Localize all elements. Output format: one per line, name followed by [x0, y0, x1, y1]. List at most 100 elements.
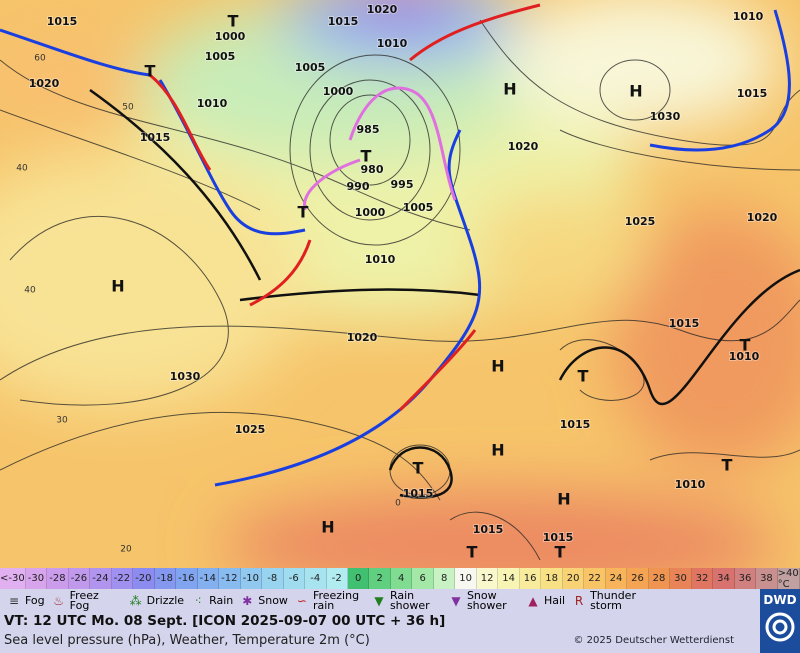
troughs: [89, 88, 800, 499]
pressure-center: H: [629, 82, 642, 101]
isobar-label: 990: [347, 180, 370, 193]
pressure-center: H: [321, 518, 334, 537]
pressure-center: T: [722, 456, 733, 475]
scale-cell: 36: [734, 568, 757, 589]
legend-icon: ≡: [8, 594, 20, 608]
copyright: © 2025 Deutscher Wetterdienst: [573, 635, 734, 646]
legend-icon: ♨: [53, 594, 65, 608]
pressure-center: H: [111, 277, 124, 296]
scale-cell: 2: [369, 568, 391, 589]
scale-cell: -2: [326, 568, 348, 589]
pressure-center: T: [467, 543, 478, 562]
grid-label: 40: [16, 164, 28, 174]
scale-cell: 16: [519, 568, 542, 589]
pressure-center: T: [361, 147, 372, 166]
isobar-label: 1010: [197, 97, 228, 110]
grid-label: 0: [395, 499, 401, 509]
scale-cell: -10: [240, 568, 263, 589]
grid-label: 60: [34, 54, 46, 64]
isobar-label: 1020: [367, 3, 398, 16]
subtitle: Sea level pressure (hPa), Weather, Tempe…: [4, 633, 370, 648]
scale-cell: 14: [498, 568, 520, 589]
grid-label: 20: [120, 545, 132, 555]
legend-text: Freez Fog: [69, 589, 99, 612]
isobar-label: 1015: [560, 418, 591, 431]
isobar-label: 1005: [205, 50, 236, 63]
isobar-label: 1025: [625, 215, 656, 228]
scale-cell: -16: [176, 568, 198, 589]
isobar-label: 1020: [508, 140, 539, 153]
isobar-label: 1005: [403, 201, 434, 214]
valid-time: VT: 12 UTC Mo. 08 Sept. [ICON 2025-09-07…: [4, 613, 446, 629]
isobar-label: 1010: [733, 10, 764, 23]
grid-label: 30: [56, 416, 68, 426]
isobar-label: 1005: [295, 61, 326, 74]
isobar-label: 980: [361, 163, 384, 176]
scale-cell: 22: [584, 568, 606, 589]
grid-label: 50: [122, 103, 134, 113]
footer: VT: 12 UTC Mo. 08 Sept. [ICON 2025-09-07…: [0, 613, 760, 653]
pressure-center: T: [578, 367, 589, 386]
isobar-label: 995: [391, 178, 414, 191]
isobar-label: 1000: [323, 85, 354, 98]
isobar-label: 1015: [328, 15, 359, 28]
scale-cell: 20: [562, 568, 585, 589]
isobar-label: 1030: [650, 110, 681, 123]
legend-item: ▼ Rain shower: [371, 590, 442, 611]
pressure-center: T: [298, 203, 309, 222]
isobar-label: 1015: [140, 131, 171, 144]
isobars: [0, 19, 800, 561]
isobar-label: 1015: [473, 523, 504, 536]
scale-cell: 24: [605, 568, 628, 589]
scale-cell: >40 °C: [777, 567, 800, 590]
isobar-label: 1015: [403, 487, 434, 500]
scale-cell: 4: [390, 568, 413, 589]
isobar-label: 1010: [377, 37, 408, 50]
pressure-center: T: [740, 336, 751, 355]
isobar-label: 1015: [737, 87, 768, 100]
pressure-center: H: [491, 357, 504, 376]
pressure-center: T: [145, 62, 156, 81]
scale-cell: <-30: [0, 568, 26, 589]
legend-item: ▲ Hail: [525, 594, 566, 608]
scale-cell: 34: [713, 568, 735, 589]
isobar-label: 1015: [669, 317, 700, 330]
legend-item: ▼ Snow shower: [448, 589, 519, 612]
legend-icon: ✱: [242, 594, 253, 608]
scale-cell: -24: [90, 568, 112, 589]
legend-text: Rain: [209, 594, 234, 607]
isobar-label: 985: [357, 123, 380, 136]
isobar-label: 1010: [729, 350, 760, 363]
scale-cell: -28: [47, 568, 69, 589]
scale-cell: 30: [670, 568, 692, 589]
scale-cell: 32: [691, 568, 714, 589]
scale-cell: -14: [197, 568, 220, 589]
pressure-center: T: [555, 543, 566, 562]
legend-icon: ⁂: [129, 594, 142, 608]
scale-cell: 0: [347, 568, 370, 589]
legend-icon: ∽: [296, 594, 307, 608]
pressure-center: H: [557, 490, 570, 509]
temperature-scale: <-30 -30 -28 -26 -24 -22 -20 -18 -16 -14 -12 -10 -8-…: [0, 567, 800, 590]
legend-text: Freezing rain: [312, 589, 360, 612]
isobar-label: 1025: [235, 423, 266, 436]
scale-cell: -20: [133, 568, 155, 589]
legend-text: Snow: [258, 594, 288, 607]
weather-legend: ≡ Fog ♨ Freez Fog ⁂ Drizzle ⁖ Rain ✱ Snow ∽ Freezin…: [0, 589, 760, 613]
pressure-center: T: [228, 12, 239, 31]
scale-cell: -6: [283, 568, 306, 589]
legend-text: Hail: [543, 594, 566, 607]
legend-icon: ▲: [528, 594, 538, 608]
legend-item: ♨ Freez Fog: [51, 589, 122, 612]
isobar-label: 1010: [365, 253, 396, 266]
legend-text: Drizzle: [146, 594, 185, 607]
legend-text: Snow shower: [466, 589, 507, 612]
legend-icon: ▼: [451, 594, 461, 608]
legend-text: Fog: [25, 594, 45, 607]
weather-map: 1015 1020 1015 1010 1005 1005 1000 1010 1000 1020…: [0, 0, 800, 568]
isobar-label: 1000: [215, 30, 246, 43]
isobar-label: 1015: [543, 531, 574, 544]
scale-cell: -12: [219, 568, 241, 589]
legend-icon: ▼: [374, 594, 384, 608]
